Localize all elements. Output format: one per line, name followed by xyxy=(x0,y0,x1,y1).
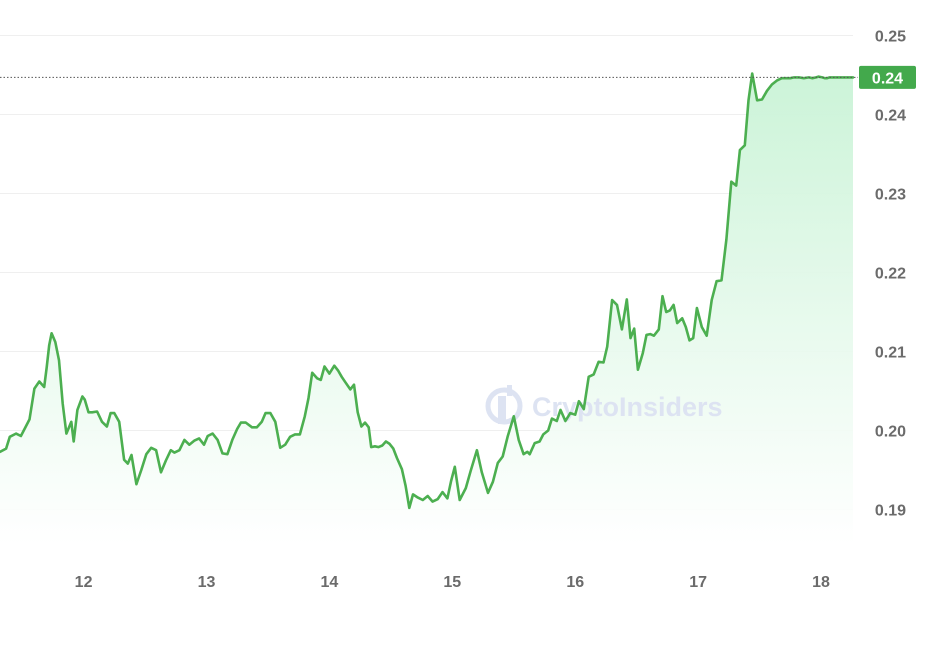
cryptoinsiders-logo-icon xyxy=(485,385,523,425)
y-tick-label: 0.21 xyxy=(875,344,906,361)
y-tick-label: 0.20 xyxy=(875,423,906,440)
x-tick-label: 14 xyxy=(321,574,339,591)
price-line xyxy=(0,72,855,510)
watermark-text: CryptoInsiders xyxy=(532,392,723,422)
y-tick-label: 0.23 xyxy=(875,187,906,204)
x-tick-label: 13 xyxy=(198,574,216,591)
x-tick-label: 17 xyxy=(689,574,707,591)
y-tick-label: 0.25 xyxy=(875,29,906,46)
y-axis: 0.25 0.24 0.23 0.22 0.21 0.20 0.19 xyxy=(875,29,906,520)
y-tick-label: 0.24 xyxy=(875,108,906,125)
x-tick-label: 18 xyxy=(812,574,830,591)
x-tick-label: 12 xyxy=(75,574,93,591)
y-tick-label: 0.22 xyxy=(875,266,906,283)
y-tick-label: 0.19 xyxy=(875,502,906,519)
x-tick-label: 16 xyxy=(566,574,584,591)
x-axis: 12 13 14 15 16 17 18 xyxy=(75,574,830,591)
x-tick-label: 15 xyxy=(443,574,461,591)
current-price-badge-bg xyxy=(859,65,916,89)
current-price-text: 0.24 xyxy=(872,70,903,87)
price-area-fill xyxy=(0,73,853,545)
current-price-badge: 0.24 xyxy=(859,65,916,89)
